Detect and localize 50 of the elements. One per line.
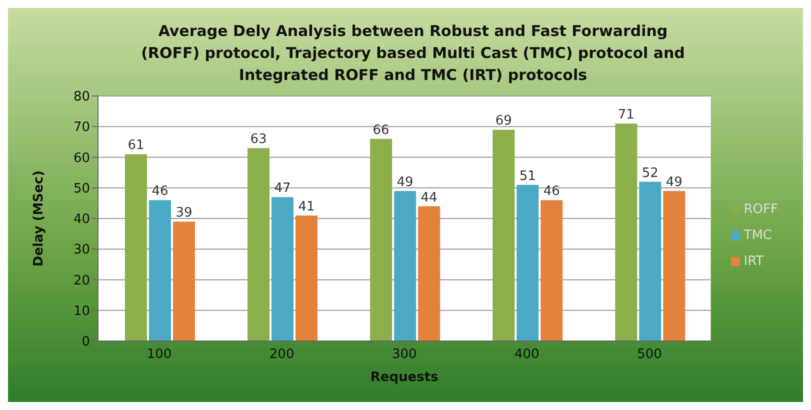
data-label: 41 [298,199,315,214]
y-tick-label: 10 [73,304,90,319]
data-label: 39 [176,206,192,221]
bar [639,182,662,341]
bar [272,197,294,341]
legend-label: TMC [744,228,772,243]
bar [124,154,147,341]
y-axis-title: Delay (MSec) [32,170,47,267]
x-tick-label: 400 [514,347,540,362]
data-label: 69 [495,114,512,129]
x-tick-label: 200 [269,347,294,362]
y-tick-label: 60 [73,150,90,166]
bar [615,124,638,341]
legend-label: IRT [744,254,764,269]
data-label: 44 [420,190,438,206]
legend-label: ROFF [744,202,778,217]
x-axis-title: Requests [370,370,439,385]
bar [172,222,195,341]
y-tick-label: 30 [73,242,90,258]
y-tick-label: 0 [82,334,90,350]
data-label: 61 [128,138,144,154]
bar [540,200,563,341]
data-label: 46 [152,184,168,200]
y-tick-label: 80 [73,90,90,105]
bar [248,148,270,341]
data-label: 47 [274,181,291,196]
bar [492,130,515,341]
bar [663,190,686,341]
data-label: 52 [642,166,658,181]
data-label: 63 [250,132,267,148]
bar [516,184,539,341]
bar [148,200,171,341]
data-label: 46 [543,184,560,200]
y-tick-label: 40 [73,212,90,228]
y-tick-label: 50 [73,181,90,196]
x-tick-label: 300 [392,347,417,362]
data-label: 71 [618,108,634,123]
chart-title: Average Dely Analysis between Robust and Fast Forwarding (ROFF) protocol, Trajectory based Multi Cast (TMC) protocol and Integrated ROFF and TMC (IRT) protocols [140,21,686,86]
x-tick-label: 500 [637,347,662,362]
data-label: 51 [519,168,536,184]
y-tick-label: 70 [73,120,90,136]
bar [370,138,392,341]
bar [418,206,440,341]
bar [296,215,318,341]
data-label: 49 [396,174,414,190]
data-label: 49 [666,174,682,190]
x-tick-label: 100 [146,347,172,362]
bar [394,190,416,341]
y-tick-label: 20 [73,273,90,288]
data-label: 66 [372,122,390,138]
